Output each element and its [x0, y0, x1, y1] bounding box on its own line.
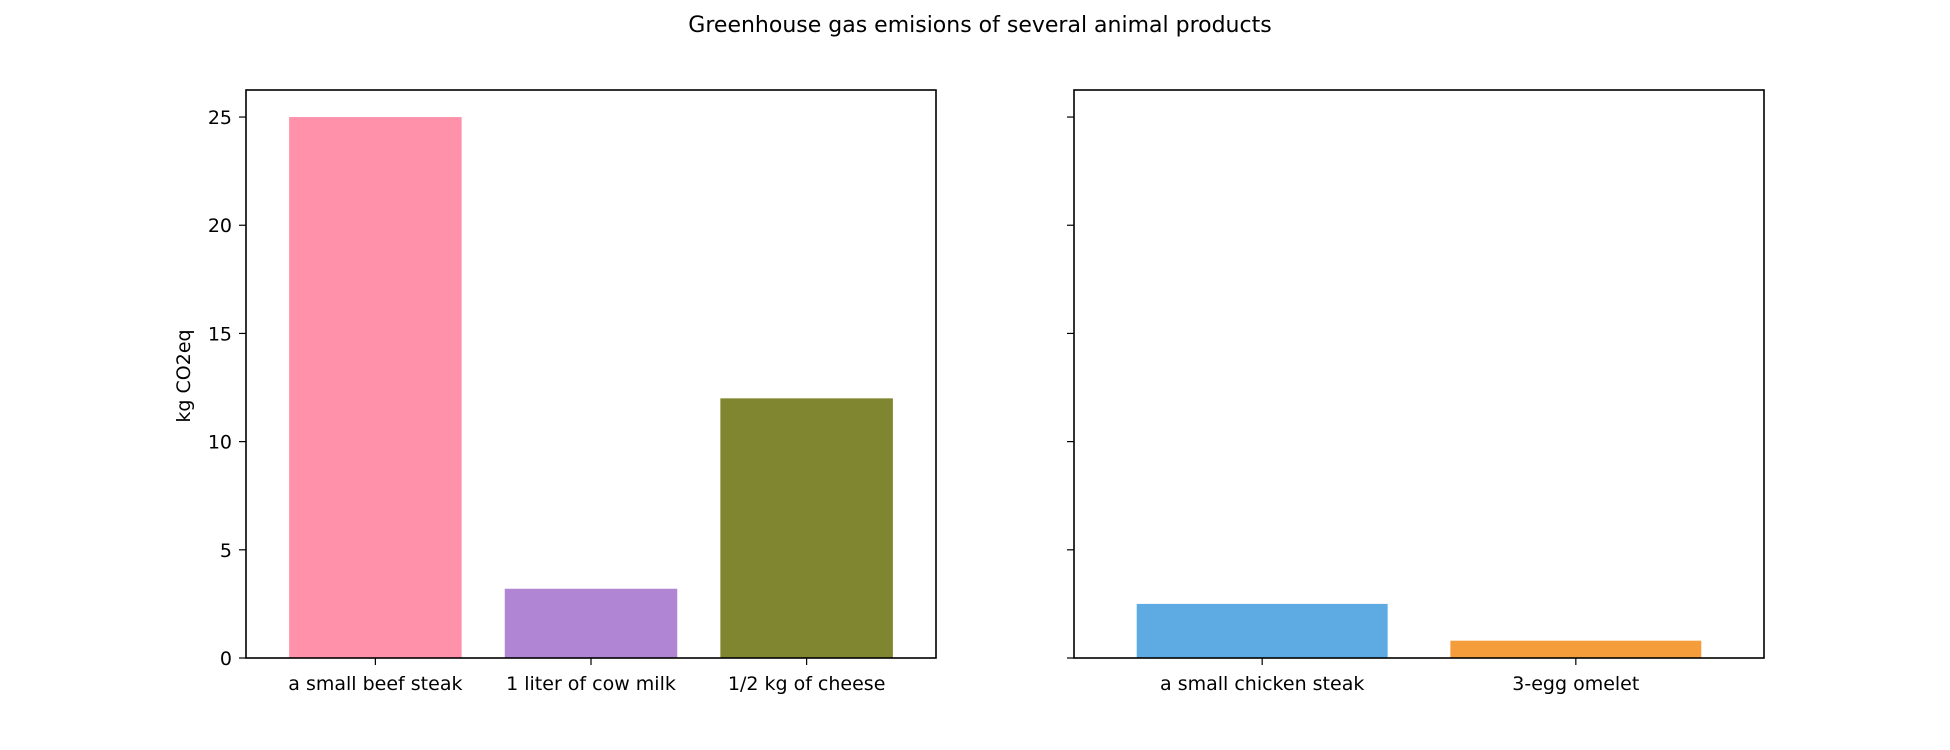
right-chart-frame — [1073, 89, 1765, 659]
left-chart-x-tick-label: a small beef steak — [288, 673, 462, 695]
left-chart-bar — [504, 588, 678, 658]
left-chart-y-tick-label: 0 — [220, 648, 232, 670]
left-chart-y-tick-label: 25 — [208, 107, 232, 129]
left-chart-frame — [245, 89, 937, 659]
left-chart-bars — [289, 117, 893, 659]
left-chart-x-tick-label: 1/2 kg of cheese — [728, 673, 886, 695]
left-chart-x-tick-label: 1 liter of cow milk — [506, 673, 676, 695]
left-chart-y-axis-label: kg CO2eq — [173, 329, 195, 422]
left-chart-y-tick-label: 15 — [208, 323, 232, 345]
right-chart-y-axis — [1067, 116, 1074, 659]
right-chart-x-tick-label: 3-egg omelet — [1512, 673, 1639, 695]
right-chart: a small chicken steak 3-egg omelet — [1067, 89, 1765, 695]
left-chart-y-tick-label: 20 — [208, 215, 232, 237]
right-chart-x-tick-label: a small chicken steak — [1160, 673, 1364, 695]
left-chart-y-tick-label: 5 — [220, 540, 232, 562]
right-chart-bar — [1136, 603, 1388, 658]
left-chart: 0 5 10 15 20 25 a small beef steak 1 liter of … — [173, 89, 937, 695]
left-chart-y-tick-label: 10 — [208, 432, 232, 454]
figure-title: Greenhouse gas emisions of several anima… — [688, 13, 1271, 38]
right-chart-bar — [1450, 640, 1702, 658]
right-chart-x-axis: a small chicken steak 3-egg omelet — [1160, 658, 1639, 695]
right-chart-bars — [1136, 603, 1702, 658]
left-chart-bar — [720, 398, 893, 658]
left-chart-y-axis: 0 5 10 15 20 25 — [208, 107, 246, 670]
left-chart-bar — [289, 117, 462, 659]
left-chart-x-axis: a small beef steak 1 liter of cow milk 1/2… — [288, 658, 885, 695]
